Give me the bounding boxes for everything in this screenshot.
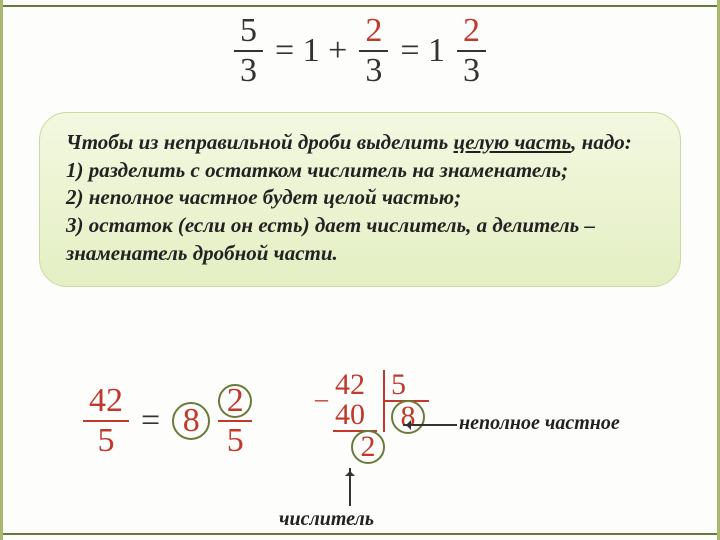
arrow-to-remainder: [349, 468, 351, 506]
numerator: 2: [227, 384, 244, 418]
equals-text: = 1 +: [275, 32, 347, 70]
rule-lead-text: Чтобы из неправильной дроби выделить: [66, 130, 454, 154]
rule-item-2: 2) неполное частное будет целой частью;: [66, 184, 654, 212]
rule-lead: Чтобы из неправильной дроби выделить цел…: [66, 129, 654, 157]
mixed-equation: 42 5 = 8 2 5: [79, 384, 256, 458]
arrow-to-quotient: [403, 424, 457, 426]
equals-sign: =: [141, 402, 160, 440]
rule-item-3: 3) остаток (если он есть) дает числитель…: [66, 212, 654, 267]
numerator-circle: 2: [218, 384, 252, 418]
remainder: 2: [361, 430, 376, 464]
denominator: 5: [221, 424, 250, 458]
numerator: 42: [83, 384, 129, 418]
minus-sign: –: [315, 384, 328, 414]
fraction-42-5: 42 5: [83, 384, 129, 458]
denominator: 5: [92, 424, 121, 458]
rule-item-1: 1) разделить с остатком числитель на зна…: [66, 157, 654, 185]
numerator: 2: [457, 14, 486, 48]
numerator: 5: [234, 14, 263, 48]
fraction-5-3: 5 3: [234, 14, 263, 88]
remainder-circle: 2: [351, 430, 385, 464]
top-equation: 5 3 = 1 + 2 3 = 1 2 3: [230, 14, 490, 88]
fraction-2-3-a: 2 3: [359, 14, 388, 88]
subtrahend: 40: [335, 398, 365, 432]
numerator: 2: [359, 14, 388, 48]
dividend: 42: [335, 368, 365, 402]
denominator: 3: [457, 54, 486, 88]
fraction-2-5: 2 5: [218, 384, 252, 458]
rule-box: Чтобы из неправильной дроби выделить цел…: [39, 112, 681, 287]
rule-underlined: целую часть: [454, 130, 572, 154]
denominator: 3: [234, 54, 263, 88]
bottom-area: 42 5 = 8 2 5 – 42 40 2 5: [3, 370, 717, 530]
divisor: 5: [391, 368, 406, 402]
equals-text-2: = 1: [400, 32, 445, 70]
denominator: 3: [359, 54, 388, 88]
fraction-2-3-b: 2 3: [457, 14, 486, 88]
label-partial-quotient: неполное частное: [459, 412, 620, 435]
rule-lead-tail: , надо:: [571, 130, 632, 154]
label-numerator: числитель: [279, 508, 374, 531]
remainder-wrap: 2: [351, 430, 385, 464]
whole-part-circle: 8: [172, 402, 210, 440]
whole-part: 8: [183, 402, 200, 440]
